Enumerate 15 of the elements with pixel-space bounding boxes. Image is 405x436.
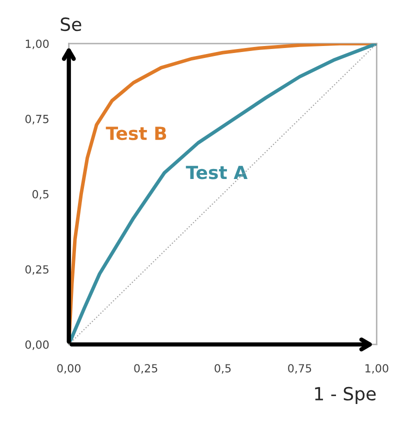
series-label: Test B [106, 126, 166, 140]
x-tick-label: 1,00 [366, 364, 388, 374]
x-tick-label: 0,75 [288, 364, 312, 374]
x-tick-label: 0,5 [214, 364, 231, 374]
x-axis-title: 1 - Spe [315, 386, 376, 404]
x-tick-label: 0,00 [57, 364, 80, 374]
y-tick-label: 0,5 [32, 190, 48, 200]
line-series [68, 44, 377, 344]
x-tick-label: 0,25 [134, 364, 158, 374]
series-label: Test A [186, 166, 248, 180]
y-tick-label: 0,00 [25, 340, 49, 350]
y-tick-label: 0,25 [25, 265, 48, 275]
y-tick-label: 0,75 [25, 114, 48, 124]
y-tick-label: 1,00 [26, 40, 49, 50]
y-axis-title: Se [60, 17, 82, 32]
